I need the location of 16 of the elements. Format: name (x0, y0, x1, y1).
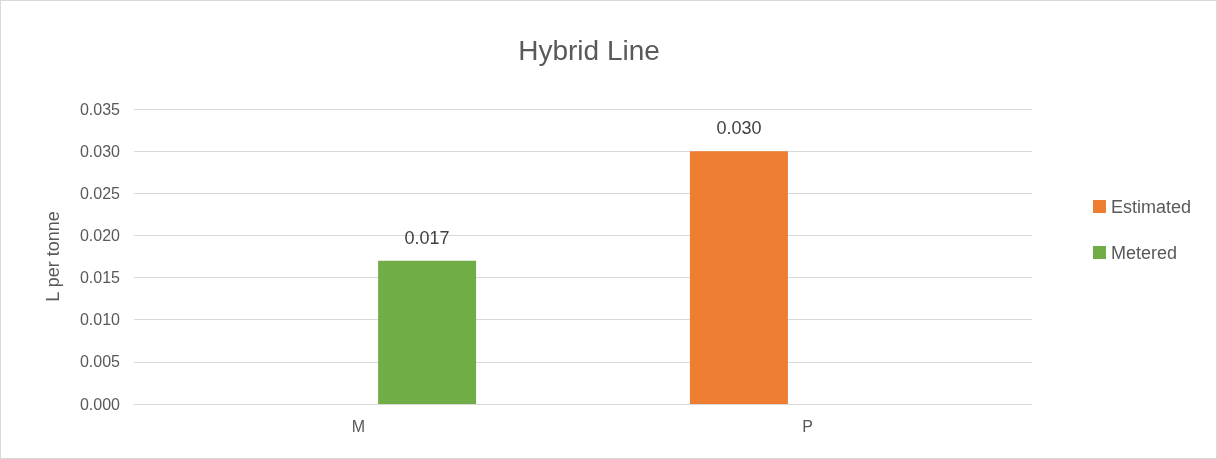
x-tick-label: P (802, 417, 813, 435)
y-tick-label: 0.005 (79, 353, 121, 371)
y-tick-label: 0.030 (79, 142, 121, 160)
y-tick-label: 0.025 (79, 184, 121, 202)
y-tick-label: 0.000 (79, 395, 121, 413)
legend-label: Estimated (1110, 196, 1192, 217)
y-tick-label: 0.035 (79, 100, 121, 118)
legend-label: Metered (1110, 242, 1178, 263)
data-label: 0.017 (404, 227, 450, 248)
y-tick-label: 0.015 (79, 269, 121, 287)
y-axis-title: L per tonne (43, 211, 63, 302)
chart-title: Hybrid Line (518, 34, 660, 66)
x-tick-label: M (351, 417, 366, 435)
y-tick-label: 0.020 (79, 226, 121, 244)
y-tick-label: 0.010 (79, 311, 121, 329)
data-label: 0.030 (716, 118, 762, 139)
